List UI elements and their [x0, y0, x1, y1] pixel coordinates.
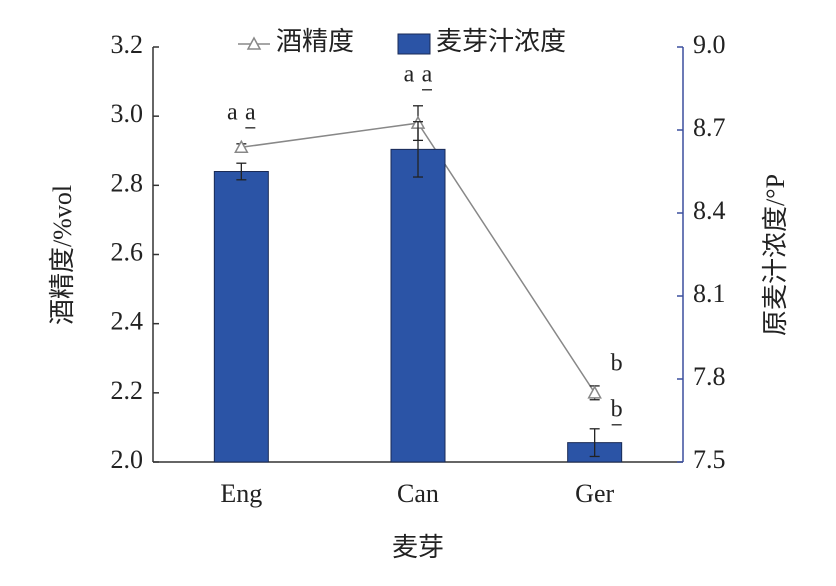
legend-swatch: [397, 33, 431, 55]
y2-tick-label: 8.4: [693, 196, 726, 225]
y2-axis-label: 原麦汁浓度/°P: [761, 174, 790, 336]
significance-label: b: [611, 396, 623, 422]
y-tick-label: 2.2: [111, 376, 144, 405]
bar: [390, 148, 446, 463]
y-tick-label: 2.0: [111, 445, 144, 474]
y2-tick-label: 7.8: [693, 362, 726, 391]
x-tick-label: Can: [397, 479, 439, 508]
x-axis-label: 麦芽: [392, 533, 444, 562]
y-tick-label: 3.0: [111, 99, 144, 128]
point: [234, 139, 249, 154]
legend-label: 酒精度: [276, 27, 354, 56]
y2-tick-label: 8.1: [693, 279, 726, 308]
significance-label: a: [404, 61, 415, 87]
legend-marker: [246, 36, 262, 50]
significance-label: a: [245, 99, 256, 125]
significance-label: a: [227, 99, 238, 125]
y2-tick-label: 8.7: [693, 113, 726, 142]
y2-tick-label: 7.5: [693, 445, 726, 474]
y-tick-label: 3.2: [111, 30, 144, 59]
y-tick-label: 2.8: [111, 168, 144, 197]
legend-label: 麦芽汁浓度: [436, 27, 566, 56]
bar: [213, 171, 269, 463]
y-axis-label: 酒精度/%vol: [48, 185, 77, 325]
y2-tick-label: 9.0: [693, 30, 726, 59]
y-tick-label: 2.6: [111, 237, 144, 266]
x-tick-label: Eng: [220, 479, 262, 508]
x-tick-label: Ger: [575, 479, 614, 508]
point: [587, 385, 602, 399]
significance-label: b: [611, 350, 623, 376]
y-tick-label: 2.4: [111, 307, 144, 336]
significance-label: a: [422, 61, 433, 87]
